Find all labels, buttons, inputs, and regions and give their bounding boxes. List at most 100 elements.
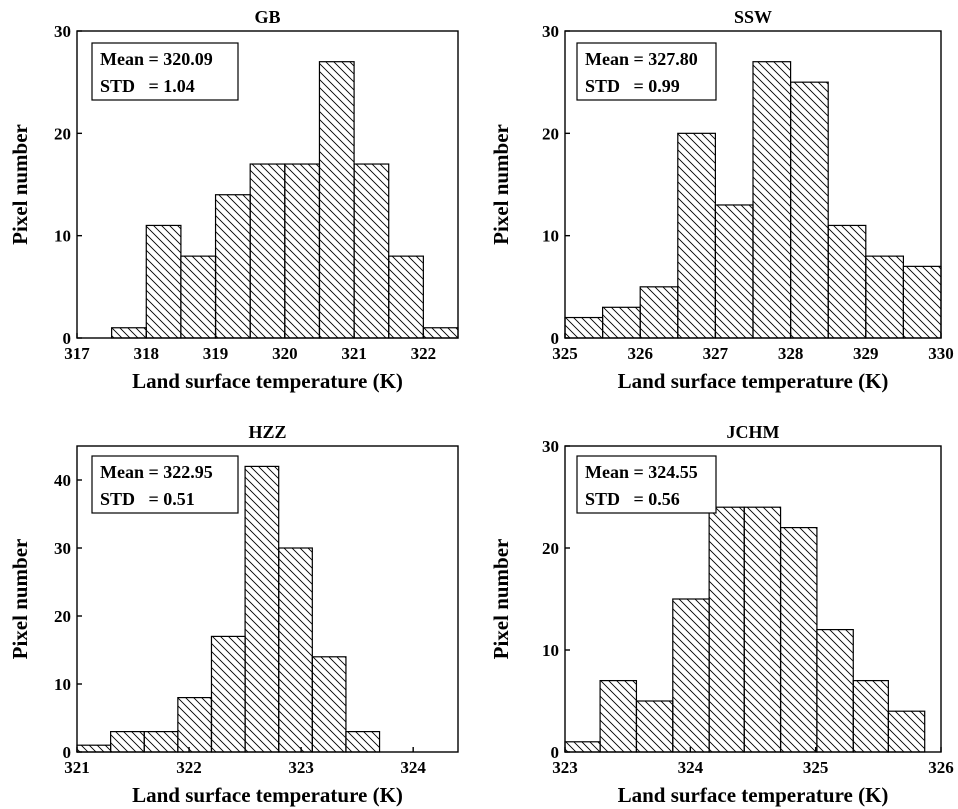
plot-frame [76,445,459,753]
y-axis-label: Pixel number [8,124,32,245]
y-tick-label: 0 [551,743,560,762]
histogram-bar [177,696,213,753]
x-tick-label: 326 [627,344,653,363]
x-tick-label: 324 [400,758,426,777]
histogram-bar [353,163,390,339]
y-tick-label: 10 [54,227,71,246]
histogram-panel: 323 324 325 326 0 10 20 30 JCHM Land surface temp… [489,422,954,807]
x-tick-label: 324 [678,758,704,777]
x-tick-label: 321 [64,758,90,777]
stats-box [91,42,239,101]
x-tick-label: 323 [288,758,314,777]
histogram-bar [779,526,818,753]
histogram-panel: 321 322 323 324 0 10 20 30 40 HZZ Land surface tem… [8,422,459,807]
mean-label: Mean = 320.09 [100,49,213,69]
y-tick-label: 0 [63,329,72,348]
histogram-bar [816,628,854,753]
stats-box [576,455,717,514]
x-tick-label: 330 [928,344,954,363]
histogram-bar [852,679,889,753]
histogram-bar [672,598,710,753]
mean-label: Mean = 324.55 [585,462,698,482]
std-label: STD = 0.51 [100,489,195,509]
x-tick-label: 326 [928,758,954,777]
histogram-bar [714,204,754,339]
histogram-bar [210,635,246,753]
x-axis-label: Land surface temperature (K) [132,369,403,393]
x-tick-label: 325 [552,344,578,363]
chart-title: JCHM [727,422,780,442]
mean-label: Mean = 327.80 [585,49,698,69]
histogram-bar [110,730,145,753]
histogram-bar [311,656,347,753]
stats-box [91,455,239,514]
plot-frame [76,30,459,339]
histogram-bar [789,81,829,339]
x-axis-label: Land surface temperature (K) [618,369,889,393]
histogram-bar [708,506,745,753]
y-tick-label: 0 [551,329,560,348]
histogram-bar [827,224,867,339]
y-tick-label: 30 [542,22,559,41]
histogram-panel: 317 318 319 320 321 322 0 10 20 30 GB Land surface … [8,7,459,393]
x-axis-label: Land surface temperature (K) [132,783,403,807]
x-tick-label: 328 [778,344,804,363]
histogram-panel: 325 326 327 328 329 330 0 10 20 30 SSW Land surface… [489,7,954,393]
histogram-bar [318,61,355,339]
y-axis-label: Pixel number [489,539,513,660]
histogram-bar [244,465,280,753]
plot-frame [564,30,942,339]
x-tick-label: 322 [176,758,202,777]
histogram-bar [743,506,782,753]
histogram-bar [601,306,641,339]
y-axis-label: Pixel number [489,124,513,245]
std-label: STD = 1.04 [100,76,195,96]
std-label: STD = 0.99 [585,76,680,96]
y-tick-label: 20 [542,539,559,558]
histogram-bar [752,61,792,339]
histogram-bar [639,286,679,339]
y-axis-label: Pixel number [8,539,32,660]
chart-title: SSW [734,7,772,27]
x-tick-label: 329 [853,344,879,363]
y-tick-label: 40 [54,471,71,490]
x-tick-label: 318 [134,344,160,363]
histogram-bar [180,255,217,339]
histogram-bar [145,224,182,339]
y-tick-label: 10 [54,675,71,694]
histogram-bar [76,744,112,753]
x-tick-label: 325 [803,758,829,777]
histogram-bar [214,194,251,339]
y-tick-label: 20 [54,124,71,143]
x-axis-label: Land surface temperature (K) [618,783,889,807]
x-tick-label: 320 [272,344,298,363]
x-tick-label: 321 [341,344,367,363]
histogram-bar [249,163,286,339]
histogram-bar [564,741,601,753]
plot-frame [564,445,942,753]
y-tick-label: 20 [542,124,559,143]
histogram-bar [635,700,674,753]
x-tick-label: 327 [703,344,729,363]
y-tick-label: 30 [54,22,71,41]
y-tick-label: 10 [542,641,559,660]
chart-title: GB [254,7,280,27]
histogram-bar [284,163,321,339]
stats-box [576,42,717,101]
x-tick-label: 317 [64,344,90,363]
x-tick-label: 323 [552,758,578,777]
histogram-bar [422,327,459,339]
y-tick-label: 30 [54,539,71,558]
y-tick-label: 30 [542,437,559,456]
mean-label: Mean = 322.95 [100,462,213,482]
y-tick-label: 20 [54,607,71,626]
y-tick-label: 0 [63,743,72,762]
histogram-bar [677,132,716,339]
histogram-bar [599,679,638,753]
histogram-bar [111,327,147,339]
x-tick-label: 322 [411,344,437,363]
histogram-bar [143,730,179,753]
histogram-bar [865,255,904,339]
histogram-bar [278,547,313,753]
